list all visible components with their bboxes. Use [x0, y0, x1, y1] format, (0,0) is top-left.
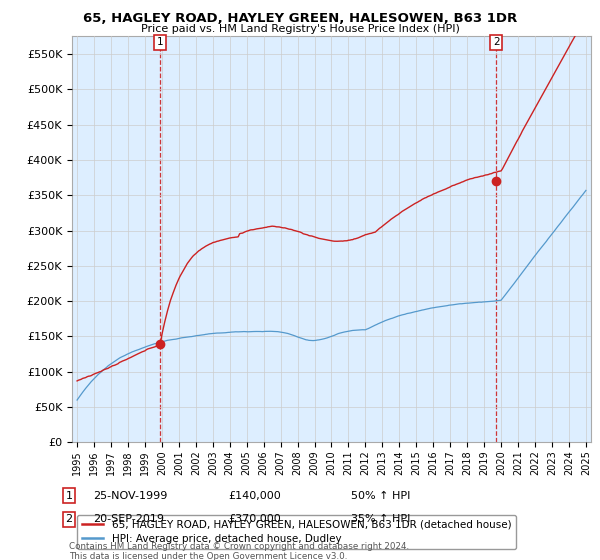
Text: 25-NOV-1999: 25-NOV-1999	[93, 491, 167, 501]
Text: 1: 1	[157, 37, 164, 47]
Text: Price paid vs. HM Land Registry's House Price Index (HPI): Price paid vs. HM Land Registry's House …	[140, 24, 460, 34]
Text: Contains HM Land Registry data © Crown copyright and database right 2024.
This d: Contains HM Land Registry data © Crown c…	[69, 542, 409, 560]
Text: 20-SEP-2019: 20-SEP-2019	[93, 514, 164, 524]
Text: 50% ↑ HPI: 50% ↑ HPI	[351, 491, 410, 501]
Text: £140,000: £140,000	[228, 491, 281, 501]
Text: 65, HAGLEY ROAD, HAYLEY GREEN, HALESOWEN, B63 1DR: 65, HAGLEY ROAD, HAYLEY GREEN, HALESOWEN…	[83, 12, 517, 25]
Text: 35% ↑ HPI: 35% ↑ HPI	[351, 514, 410, 524]
Text: 2: 2	[65, 514, 73, 524]
Legend: 65, HAGLEY ROAD, HAYLEY GREEN, HALESOWEN, B63 1DR (detached house), HPI: Average: 65, HAGLEY ROAD, HAYLEY GREEN, HALESOWEN…	[77, 515, 517, 549]
Text: 1: 1	[65, 491, 73, 501]
Text: £370,000: £370,000	[228, 514, 281, 524]
Text: 2: 2	[493, 37, 500, 47]
